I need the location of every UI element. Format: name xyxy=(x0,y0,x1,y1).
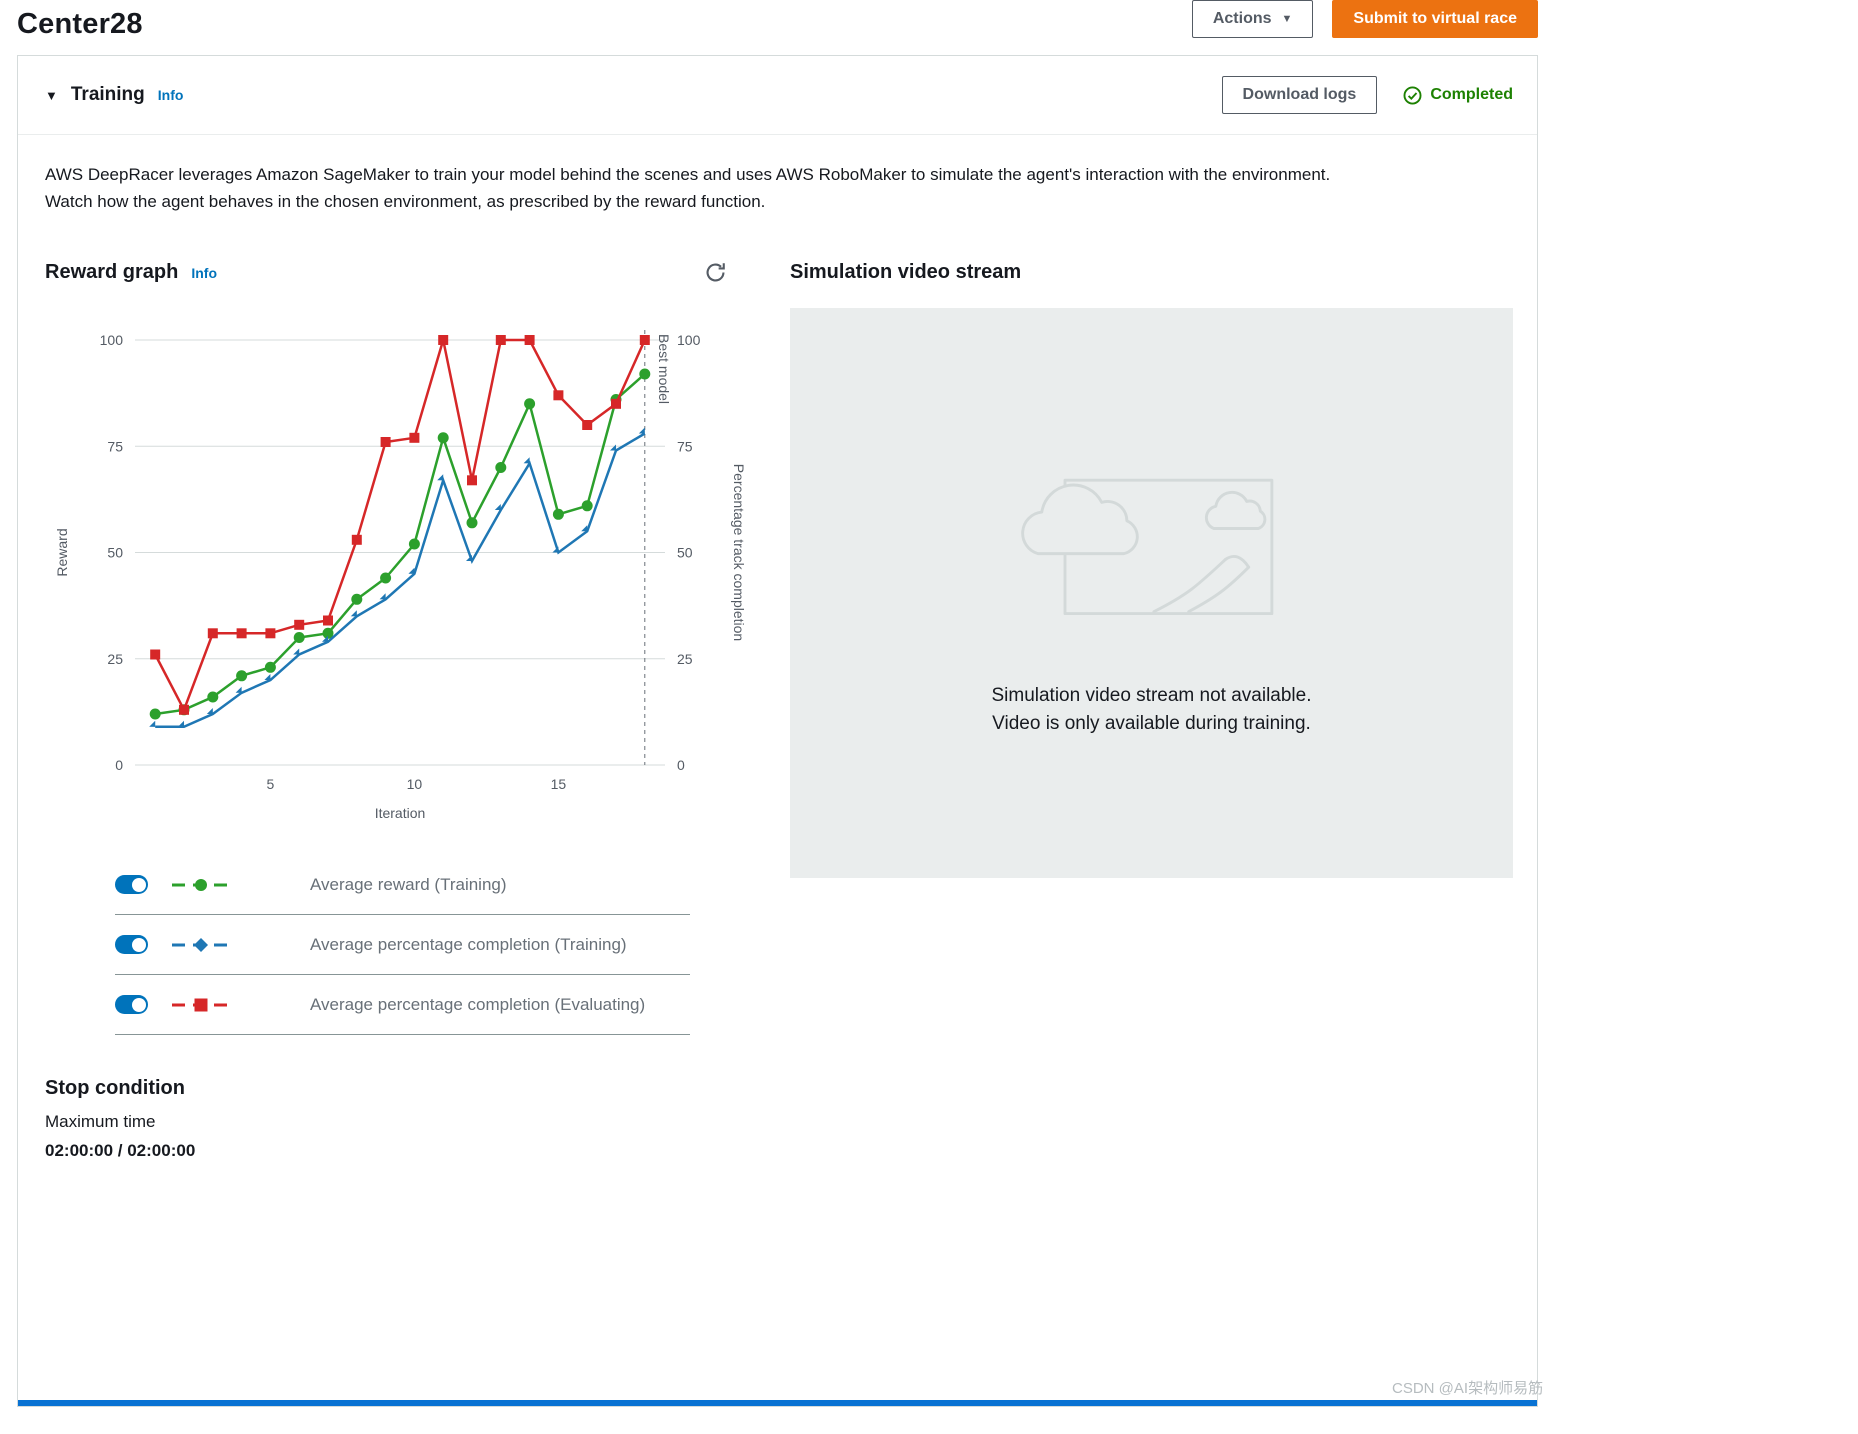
simulation-video-placeholder: Simulation video stream not available. V… xyxy=(790,308,1513,878)
completed-check-icon xyxy=(1403,86,1422,104)
stop-condition-label: Maximum time xyxy=(45,1112,156,1131)
svg-text:5: 5 xyxy=(267,776,275,792)
legend-sample-average-reward-training xyxy=(172,878,230,891)
svg-text:50: 50 xyxy=(677,545,693,561)
training-info-link[interactable]: Info xyxy=(157,87,184,103)
status-badge: Completed xyxy=(1403,86,1513,105)
collapse-section-icon[interactable]: ▼ xyxy=(45,87,58,103)
svg-text:25: 25 xyxy=(677,651,693,667)
reward-graph-chart: 0 0 25 25 50 50 75 75 100 100 5 10 15 Best model Rewar… xyxy=(54,330,745,821)
simulation-message-line-2: Video is only available during training. xyxy=(992,713,1311,734)
download-logs-button[interactable]: Download logs xyxy=(1221,76,1378,114)
svg-text:25: 25 xyxy=(107,651,123,667)
page-title: Center28 xyxy=(17,8,143,40)
description-line-2: Watch how the agent behaves in the chose… xyxy=(45,192,766,211)
simulation-message-line-1: Simulation video stream not available. xyxy=(991,685,1312,706)
reward-graph-title: Reward graph xyxy=(45,261,179,283)
header-actions: Actions ▼ Submit to virtual race xyxy=(1191,0,1538,38)
toggle-avg-completion-evaluating[interactable] xyxy=(115,995,148,1014)
legend-row-average-reward-training: Average reward (Training) xyxy=(115,855,690,915)
legend-label: Average percentage completion (Evaluatin… xyxy=(310,994,646,1014)
bottom-accent-bar xyxy=(18,1400,1537,1406)
svg-text:Best model: Best model xyxy=(656,334,672,404)
legend-label: Average percentage completion (Training) xyxy=(310,934,627,954)
submit-to-virtual-race-button[interactable]: Submit to virtual race xyxy=(1332,0,1538,38)
reward-graph-info-link[interactable]: Info xyxy=(191,264,218,281)
legend-sample-avg-completion-evaluating xyxy=(172,998,230,1011)
training-status-text: Completed xyxy=(1430,86,1513,103)
stop-condition-section: Stop condition Maximum time 02:00:00 / 0… xyxy=(45,1077,745,1161)
legend-row-avg-completion-training: Average percentage completion (Training) xyxy=(115,915,690,975)
toggle-average-reward-training[interactable] xyxy=(115,875,148,894)
legend-row-avg-completion-evaluating: Average percentage completion (Evaluatin… xyxy=(115,975,690,1035)
training-description: AWS DeepRacer leverages Amazon SageMaker… xyxy=(45,161,1513,215)
toggle-avg-completion-training[interactable] xyxy=(115,935,148,954)
refresh-icon xyxy=(706,263,725,282)
training-card: ▼ Training Info Download logs Completed … xyxy=(17,55,1538,1407)
stop-condition-value: 02:00:00 / 02:00:00 xyxy=(45,1141,196,1160)
simulation-panel: Simulation video stream Simula xyxy=(790,261,1513,1161)
watermark: CSDN @AI架构师易筋 xyxy=(1392,1380,1544,1397)
legend-sample-avg-completion-training xyxy=(172,937,230,952)
chart-legend: Average reward (Training) Average percen… xyxy=(115,855,690,1035)
svg-text:50: 50 xyxy=(107,545,123,561)
training-card-header: ▼ Training Info Download logs Completed xyxy=(18,56,1537,135)
svg-text:Iteration: Iteration xyxy=(375,805,426,821)
svg-text:Reward: Reward xyxy=(54,528,70,576)
actions-button-label: Actions xyxy=(1212,10,1272,27)
actions-button[interactable]: Actions ▼ xyxy=(1191,0,1314,38)
svg-text:15: 15 xyxy=(551,776,567,792)
svg-text:Percentage track completion: Percentage track completion xyxy=(731,464,745,641)
svg-text:75: 75 xyxy=(107,438,123,454)
training-section-title: Training xyxy=(70,84,145,105)
stop-condition-title: Stop condition xyxy=(45,1077,185,1099)
svg-text:100: 100 xyxy=(677,332,701,348)
svg-text:0: 0 xyxy=(677,757,685,773)
svg-text:0: 0 xyxy=(115,757,123,773)
page-header: Center28 Actions ▼ Submit to virtual rac… xyxy=(17,0,1538,55)
svg-text:100: 100 xyxy=(100,332,124,348)
simulation-message: Simulation video stream not available. V… xyxy=(991,682,1311,738)
simulation-title: Simulation video stream xyxy=(790,261,1022,283)
svg-text:75: 75 xyxy=(677,438,693,454)
training-card-body: AWS DeepRacer leverages Amazon SageMaker… xyxy=(18,135,1537,1161)
svg-text:10: 10 xyxy=(407,776,423,792)
legend-label: Average reward (Training) xyxy=(310,874,507,894)
refresh-button[interactable] xyxy=(704,261,727,284)
description-line-1: AWS DeepRacer leverages Amazon SageMaker… xyxy=(45,165,1331,184)
reward-graph-panel: Reward graph Info 0 0 25 25 50 50 75 75 100 100 5 1… xyxy=(45,261,745,1161)
caret-down-icon: ▼ xyxy=(1281,12,1293,25)
image-placeholder-icon xyxy=(1020,478,1273,616)
